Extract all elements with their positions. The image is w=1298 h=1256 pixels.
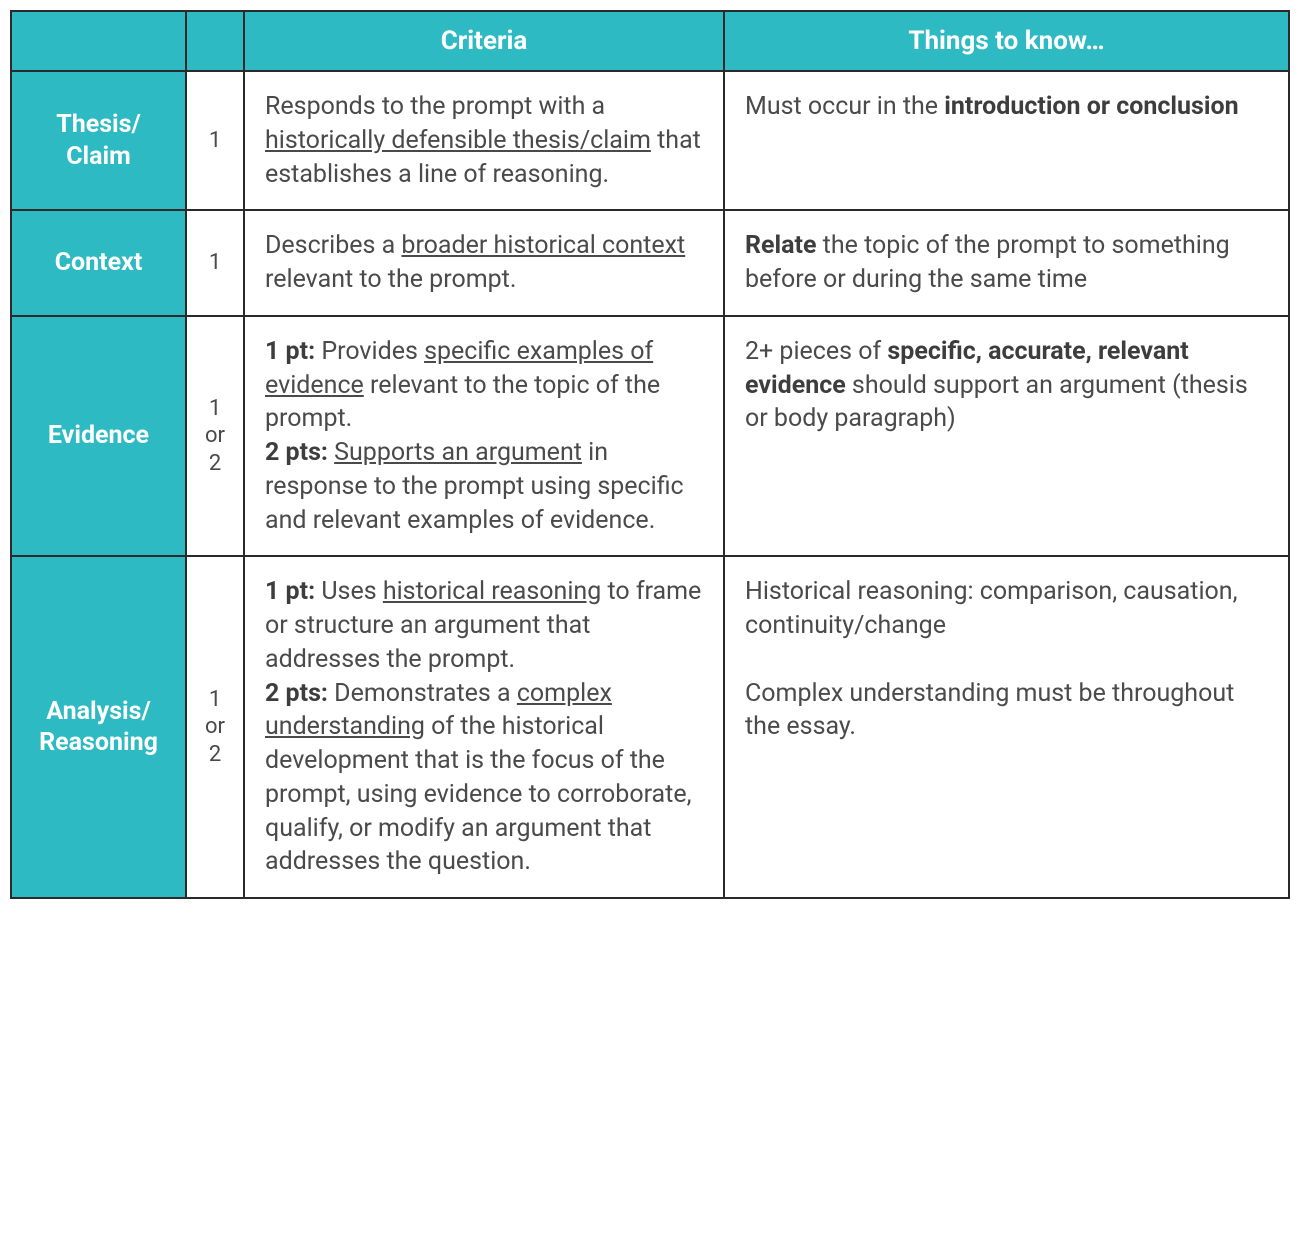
row-label: Evidence [11, 316, 186, 557]
row-points: 1 [186, 210, 244, 316]
rubric-body: Thesis/Claim1Responds to the prompt with… [11, 71, 1289, 898]
row-label: Analysis/Reasoning [11, 556, 186, 898]
rubric-row: Thesis/Claim1Responds to the prompt with… [11, 71, 1289, 210]
row-points: 1or2 [186, 556, 244, 898]
row-label: Thesis/Claim [11, 71, 186, 210]
header-row: Criteria Things to know… [11, 11, 1289, 71]
row-criteria: Describes a broader historical context r… [244, 210, 724, 316]
row-things: Must occur in the introduction or conclu… [724, 71, 1289, 210]
rubric-row: Context1Describes a broader historical c… [11, 210, 1289, 316]
row-points: 1 [186, 71, 244, 210]
row-label: Context [11, 210, 186, 316]
row-things: Relate the topic of the prompt to someth… [724, 210, 1289, 316]
rubric-row: Analysis/Reasoning1or21 pt: Uses histori… [11, 556, 1289, 898]
row-criteria: 1 pt: Provides specific examples of evid… [244, 316, 724, 557]
row-things: Historical reasoning: comparison, causat… [724, 556, 1289, 898]
row-criteria: Responds to the prompt with a historical… [244, 71, 724, 210]
rubric-row: Evidence1or21 pt: Provides specific exam… [11, 316, 1289, 557]
row-things: 2+ pieces of specific, accurate, relevan… [724, 316, 1289, 557]
header-blank-1 [11, 11, 186, 71]
row-criteria: 1 pt: Uses historical reasoning to frame… [244, 556, 724, 898]
rubric-table: Criteria Things to know… Thesis/Claim1Re… [10, 10, 1290, 899]
header-things: Things to know… [724, 11, 1289, 71]
header-blank-2 [186, 11, 244, 71]
header-criteria: Criteria [244, 11, 724, 71]
row-points: 1or2 [186, 316, 244, 557]
